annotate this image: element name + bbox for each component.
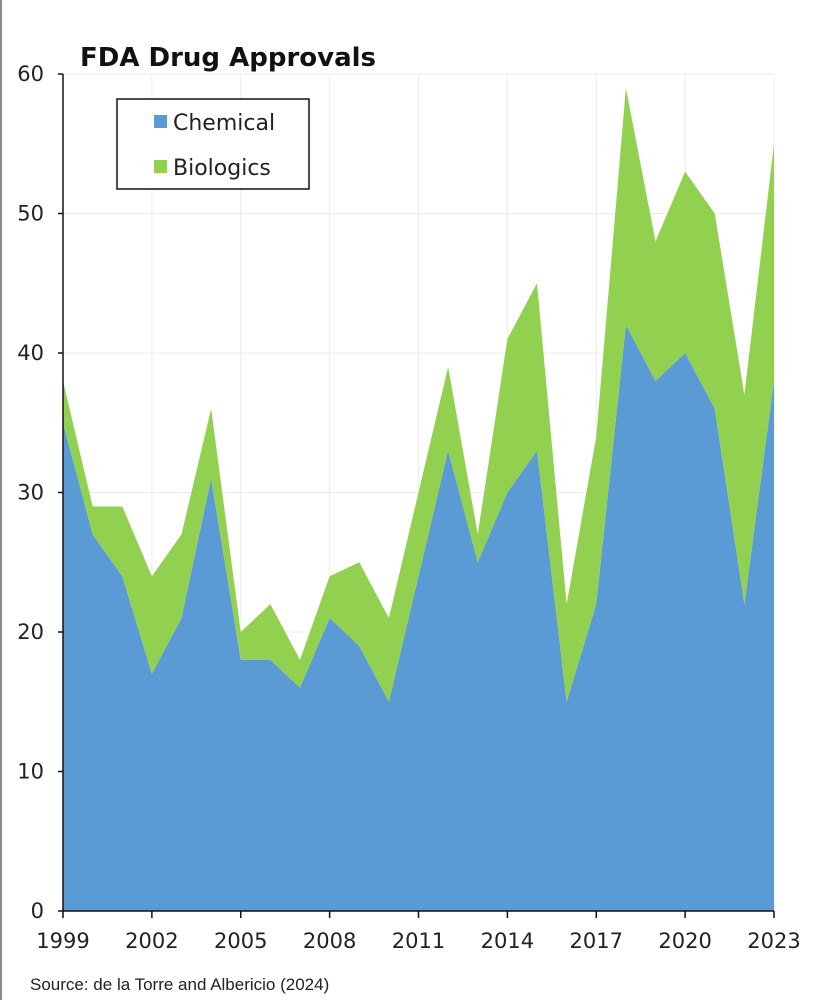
legend-swatch-biologics [154,160,167,173]
area-series-chemical [63,325,774,912]
chart-title: FDA Drug Approvals [80,43,376,73]
y-tick-label: 60 [17,62,44,86]
x-tick-label: 2005 [214,929,267,953]
legend-swatch-chemical [154,115,167,128]
y-tick-label: 50 [17,202,44,226]
y-tick-label: 0 [31,899,44,923]
legend-label-biologics: Biologics [173,156,271,181]
area-series-biologics [63,87,774,702]
x-tick-label: 1999 [36,929,89,953]
x-tick-label: 2017 [570,929,623,953]
source-note: Source: de la Torre and Albericio (2024) [30,975,329,994]
y-tick-label: 20 [17,620,44,644]
plot-areas [63,87,774,912]
y-axis-tick-labels: 0 10 20 30 40 50 60 [17,62,44,923]
legend-box [116,98,310,190]
x-tick-label: 2020 [658,929,711,953]
x-tick-label: 2014 [481,929,534,953]
x-tick-label: 2023 [747,929,800,953]
y-tick-label: 30 [17,481,44,505]
x-tick-label: 2011 [392,929,445,953]
legend: Chemical Biologics [116,98,310,190]
axes [58,73,775,918]
x-tick-label: 2008 [303,929,356,953]
y-tick-label: 40 [17,341,44,365]
legend-label-chemical: Chemical [173,111,275,136]
x-axis-tick-labels: 1999 2002 2005 2008 2011 2014 2017 2020 2023 [36,929,800,953]
y-tick-label: 10 [17,760,44,784]
x-tick-label: 2002 [125,929,178,953]
left-frame-edge [0,0,2,1000]
